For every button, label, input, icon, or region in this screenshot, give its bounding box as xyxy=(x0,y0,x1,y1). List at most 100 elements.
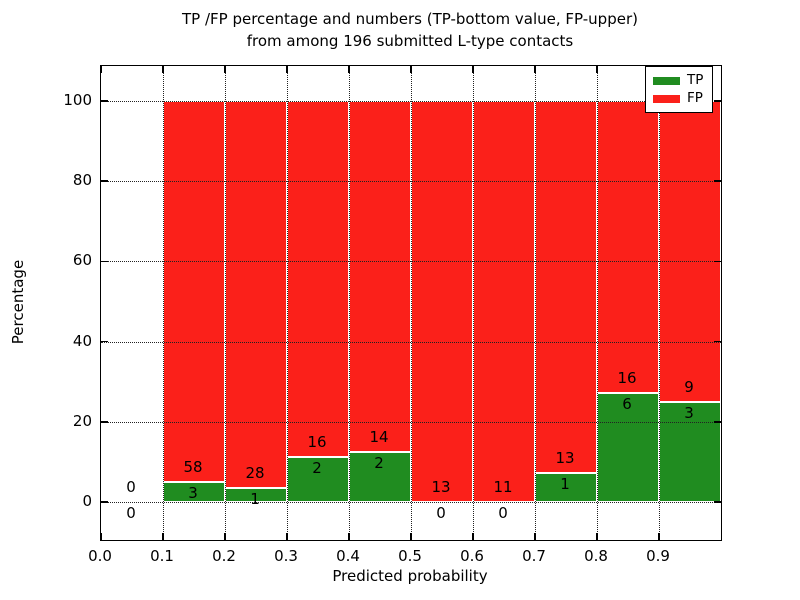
fp-count-annotation: 16 xyxy=(307,433,327,452)
y-tick-mark-right xyxy=(714,421,721,423)
fp-count-annotation: 0 xyxy=(126,477,136,496)
x-tick-mark xyxy=(286,533,288,540)
tp-count-annotation: 1 xyxy=(250,490,260,509)
x-tick-mark xyxy=(162,533,164,540)
y-tick-label: 80 xyxy=(72,171,92,190)
x-tick-mark-top xyxy=(224,66,226,73)
tp-count-annotation: 3 xyxy=(188,484,198,503)
x-gridline xyxy=(349,66,350,540)
tp-bar-segment xyxy=(535,473,597,502)
x-tick-mark-top xyxy=(472,66,474,73)
y-tick-mark xyxy=(101,260,108,263)
tp-bar-segment xyxy=(659,401,721,502)
y-tick-mark-right xyxy=(714,180,721,182)
tp-count-annotation: 2 xyxy=(312,459,322,478)
fp-count-annotation: 13 xyxy=(431,477,451,496)
x-tick-label: 0.8 xyxy=(584,547,608,565)
y-tick-mark-right xyxy=(714,100,721,102)
x-gridline xyxy=(597,66,598,540)
x-tick-mark-top xyxy=(348,66,350,73)
legend-item-tp: TP xyxy=(646,72,712,88)
plot-area xyxy=(100,65,722,541)
fp-bar-segment xyxy=(411,101,473,502)
fp-count-annotation: 9 xyxy=(684,377,694,396)
x-tick-label: 0.5 xyxy=(398,547,422,565)
fp-bar-segment xyxy=(163,101,225,483)
fp-count-annotation: 13 xyxy=(555,449,575,468)
x-tick-mark xyxy=(596,533,598,540)
tp-bar-segment xyxy=(597,392,659,502)
y-tick-mark-right xyxy=(714,340,721,343)
fp-bar-segment xyxy=(287,101,349,458)
fp-count-annotation: 14 xyxy=(369,427,389,446)
fp-count-annotation: 16 xyxy=(617,368,637,387)
x-tick-mark-top xyxy=(286,66,288,73)
fp-bar-segment xyxy=(659,101,721,402)
y-axis-label: Percentage xyxy=(9,259,27,345)
fp-bar-segment xyxy=(473,101,535,502)
x-tick-mark xyxy=(348,533,350,540)
y-tick-mark xyxy=(101,501,108,503)
y-tick-mark-right xyxy=(714,501,721,503)
tp-count-annotation: 0 xyxy=(126,503,136,522)
chart-title-line2: from among 196 submitted L-type contacts xyxy=(246,32,574,50)
tp-count-annotation: 2 xyxy=(374,453,384,472)
fp-bar-segment xyxy=(597,101,659,393)
fp-bar-segment xyxy=(535,101,597,474)
x-tick-mark-top xyxy=(596,66,598,73)
y-tick-label: 20 xyxy=(72,411,92,430)
x-tick-label: 0.6 xyxy=(460,547,484,565)
y-gridline xyxy=(101,341,721,343)
x-tick-mark-top xyxy=(410,66,412,73)
fp-count-annotation: 58 xyxy=(183,458,203,477)
tp-count-annotation: 3 xyxy=(684,403,694,422)
y-gridline xyxy=(101,501,721,503)
x-tick-label: 0.0 xyxy=(88,547,112,565)
y-tick-label: 60 xyxy=(72,251,92,270)
x-tick-label: 0.3 xyxy=(274,547,298,565)
x-tick-mark-top xyxy=(100,66,102,73)
y-gridline xyxy=(101,101,721,102)
x-tick-label: 0.4 xyxy=(336,547,360,565)
fp-count-annotation: 28 xyxy=(245,464,265,483)
y-tick-label: 100 xyxy=(63,91,92,109)
tp-color-swatch xyxy=(653,76,680,85)
y-tick-label: 0 xyxy=(82,491,92,510)
x-tick-mark xyxy=(658,533,660,540)
x-tick-mark xyxy=(410,533,412,540)
chart-title: TP /FP percentage and numbers (TP-bottom… xyxy=(100,8,720,52)
x-gridline xyxy=(225,66,226,540)
fp-color-swatch xyxy=(653,94,680,103)
x-tick-label: 0.1 xyxy=(150,547,174,565)
tp-count-annotation: 6 xyxy=(622,394,632,413)
y-tick-label: 40 xyxy=(72,331,92,350)
x-gridline xyxy=(163,66,164,540)
x-gridline xyxy=(659,66,660,540)
tp-count-annotation: 0 xyxy=(498,503,508,522)
fp-count-annotation: 11 xyxy=(493,477,513,496)
x-tick-mark-top xyxy=(162,66,164,73)
x-tick-label: 0.2 xyxy=(212,547,236,565)
tp-count-annotation: 1 xyxy=(560,475,570,494)
legend-item-fp: FP xyxy=(646,90,712,106)
x-tick-mark xyxy=(534,533,536,540)
x-gridline xyxy=(535,66,536,540)
legend-label-tp: TP xyxy=(687,72,704,88)
x-axis-label: Predicted probability xyxy=(332,567,488,585)
x-gridline xyxy=(287,66,288,540)
legend-label-fp: FP xyxy=(687,90,703,106)
x-tick-mark-top xyxy=(534,66,536,73)
y-gridline xyxy=(101,181,721,183)
tp-count-annotation: 0 xyxy=(436,503,446,522)
y-tick-mark xyxy=(101,340,108,343)
y-tick-mark xyxy=(101,100,108,102)
x-tick-label: 0.7 xyxy=(522,547,546,565)
x-tick-mark xyxy=(224,533,226,540)
fp-bar-segment xyxy=(225,101,287,489)
x-tick-mark xyxy=(100,533,102,540)
y-tick-mark-right xyxy=(714,260,721,263)
y-tick-mark xyxy=(101,421,108,423)
y-gridline xyxy=(101,421,721,423)
legend: TP FP xyxy=(645,66,713,113)
